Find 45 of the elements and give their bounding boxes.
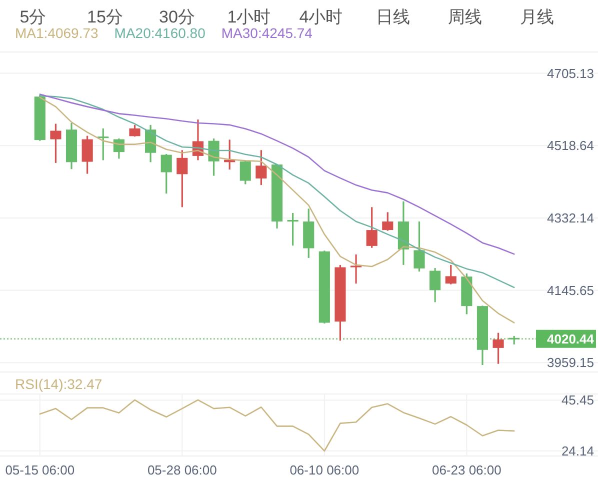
y-tick-label: 45.45 — [561, 392, 594, 408]
candlestick — [176, 149, 188, 208]
candlestick — [98, 128, 109, 162]
text: 1小时 — [227, 8, 271, 26]
candlestick — [287, 212, 298, 246]
candlestick — [366, 206, 378, 249]
line-series — [39, 95, 515, 288]
candlestick — [414, 220, 425, 272]
text: MA1:4069.73 — [15, 25, 98, 41]
text: 日线 — [376, 8, 410, 26]
x-tick-label: 05-28 06:00 — [147, 462, 217, 478]
y-tick-label: 4518.64 — [547, 138, 594, 154]
line-series — [39, 399, 515, 452]
x-tick-label: 06-23 06:00 — [432, 462, 502, 478]
text: 30分 — [159, 8, 195, 26]
candlestick — [350, 254, 362, 284]
text: MA20:4160.80 — [114, 25, 206, 41]
candlestick — [492, 332, 504, 365]
series-label: RSI(14):32.47 — [15, 376, 102, 392]
candlestick — [382, 211, 394, 232]
line-series — [39, 94, 515, 255]
text: 周线 — [448, 8, 482, 26]
text: 4小时 — [299, 8, 343, 26]
y-tick-label: 24.14 — [561, 443, 594, 458]
text: MA30:4245.74 — [221, 25, 313, 41]
x-tick-label: 05-15 06:00 — [5, 462, 75, 478]
line-series — [39, 96, 515, 324]
text: 月线 — [520, 8, 554, 26]
y-tick-label: 4705.13 — [547, 66, 594, 81]
text: 5分 — [20, 8, 46, 26]
candlestick — [208, 138, 220, 177]
candlestick — [240, 160, 251, 186]
ref-line-label: 4020.44 — [547, 331, 595, 346]
candlestick — [256, 149, 267, 186]
y-tick-label: 3959.15 — [547, 355, 594, 370]
x-tick-label: 06-10 06:00 — [290, 462, 360, 478]
candlestick — [430, 267, 441, 303]
candlestick — [50, 122, 62, 164]
y-tick-label: 4332.14 — [547, 210, 594, 226]
candlestick — [129, 124, 140, 138]
candlestick — [160, 153, 172, 194]
text: 15分 — [87, 8, 123, 26]
candlestick — [445, 264, 456, 286]
y-tick-label: 4145.65 — [547, 282, 594, 298]
candlestick — [82, 134, 93, 175]
